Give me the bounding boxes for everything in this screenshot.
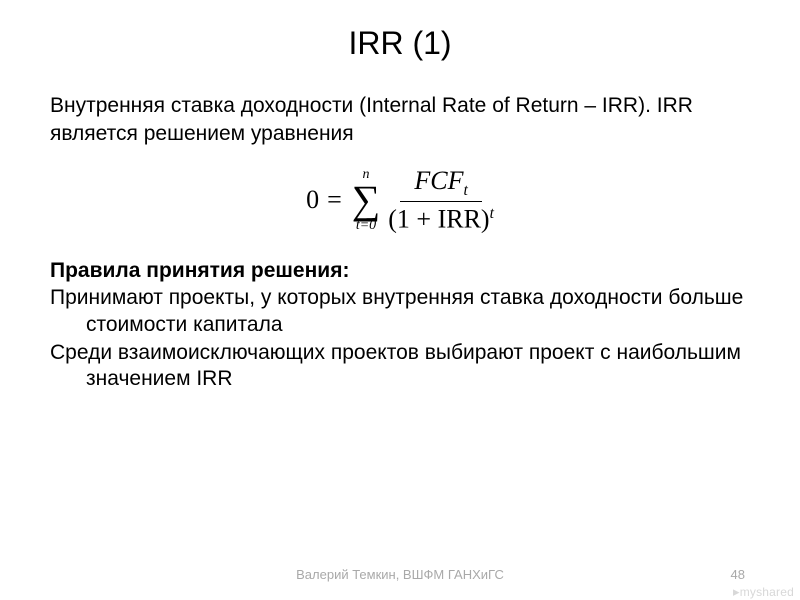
- watermark-text: myshared: [740, 585, 794, 599]
- watermark-arrow-icon: ▸: [733, 584, 740, 599]
- footer-author: Валерий Темкин, ВШФМ ГАНХиГС: [0, 567, 800, 582]
- denominator: (1 + IRR)t: [388, 202, 494, 234]
- formula: 0 = n ∑ t=0 FCFt (1 + IRR)t: [306, 167, 494, 235]
- sum-lower: t=0: [356, 219, 376, 233]
- formula-block: 0 = n ∑ t=0 FCFt (1 + IRR)t: [50, 167, 750, 235]
- rule-1: Принимают проекты, у которых внутренняя …: [50, 285, 750, 338]
- denominator-inner: (1 + IRR): [388, 205, 489, 234]
- sum-sigma: ∑: [352, 184, 381, 216]
- slide-title: IRR (1): [50, 25, 750, 62]
- numerator-base: FCF: [414, 166, 463, 195]
- denominator-sup: t: [490, 205, 494, 222]
- formula-fraction: FCFt (1 + IRR)t: [388, 167, 494, 235]
- watermark: ▸myshared: [733, 584, 794, 600]
- rules-heading: Правила принятия решения:: [50, 259, 750, 283]
- numerator: FCFt: [400, 167, 481, 202]
- formula-eq: =: [327, 185, 342, 215]
- footer-page: 48: [731, 567, 745, 582]
- rule-2: Среди взаимоисключающих проектов выбираю…: [50, 340, 750, 393]
- numerator-sub: t: [463, 182, 467, 199]
- formula-sum: n ∑ t=0: [352, 168, 381, 233]
- intro-paragraph: Внутренняя ставка доходности (Internal R…: [50, 92, 750, 149]
- formula-lhs: 0: [306, 185, 319, 215]
- footer: Валерий Темкин, ВШФМ ГАНХиГС 48: [0, 567, 800, 582]
